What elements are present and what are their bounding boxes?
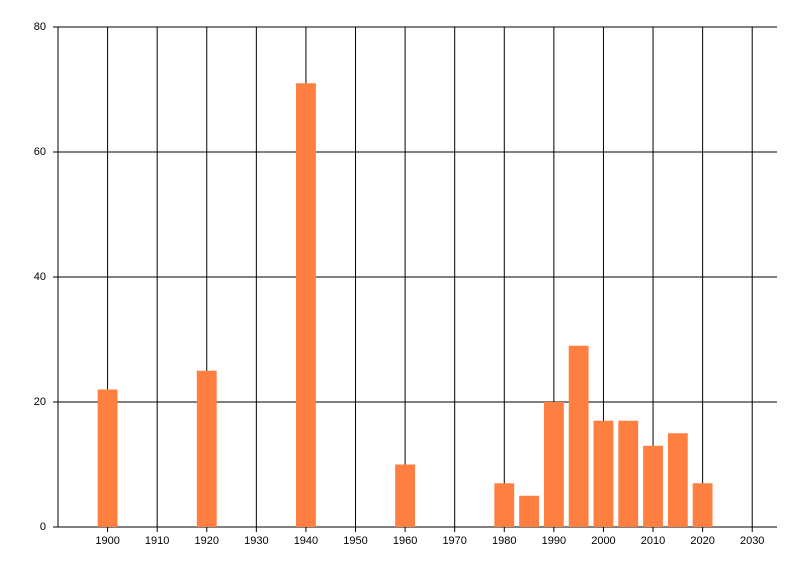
bar — [519, 495, 539, 527]
y-tick-label: 60 — [34, 146, 46, 158]
y-tick-label: 80 — [34, 21, 46, 33]
bar — [593, 420, 614, 527]
bar — [395, 464, 416, 527]
bar — [568, 345, 589, 527]
x-tick-label: 1970 — [442, 535, 466, 547]
y-tick-label: 0 — [40, 521, 46, 533]
x-tick-label: 1930 — [244, 535, 268, 547]
y-tick-label: 40 — [34, 271, 46, 283]
bar — [196, 370, 217, 527]
x-tick-label: 1900 — [95, 535, 119, 547]
x-tick-label: 1950 — [343, 535, 367, 547]
y-tick-label: 20 — [34, 396, 46, 408]
bar — [667, 433, 688, 527]
x-tick-label: 2010 — [641, 535, 665, 547]
x-tick-label: 1960 — [393, 535, 417, 547]
x-tick-label: 1920 — [195, 535, 219, 547]
bar — [543, 402, 564, 527]
bar — [692, 483, 713, 527]
bar — [296, 83, 316, 527]
x-tick-label: 2000 — [591, 535, 615, 547]
x-tick-label: 2030 — [740, 535, 764, 547]
x-tick-label: 1940 — [294, 535, 318, 547]
bar — [643, 445, 663, 527]
bar — [494, 483, 515, 527]
x-tick-label: 1980 — [492, 535, 516, 547]
bar — [97, 389, 118, 527]
x-tick-label: 2020 — [690, 535, 714, 547]
x-tick-label: 1910 — [145, 535, 169, 547]
bar — [618, 420, 639, 527]
x-tick-label: 1990 — [542, 535, 566, 547]
